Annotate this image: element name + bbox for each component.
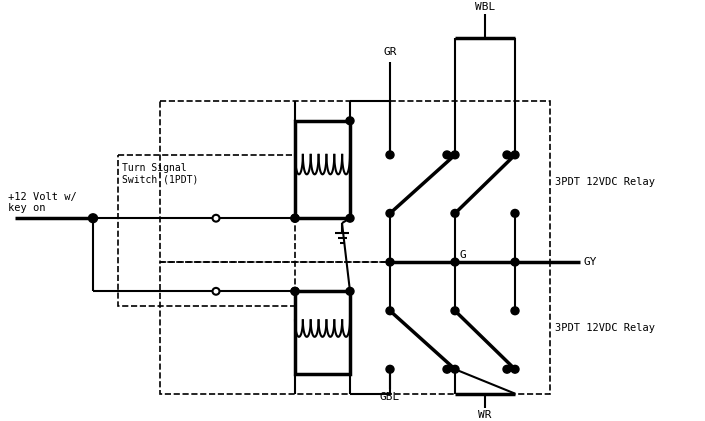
Circle shape xyxy=(386,258,394,266)
Text: GY: GY xyxy=(583,257,596,267)
Circle shape xyxy=(511,151,519,159)
Circle shape xyxy=(503,365,511,373)
Text: WBL: WBL xyxy=(475,2,495,12)
Circle shape xyxy=(451,365,459,373)
Circle shape xyxy=(291,288,299,295)
Circle shape xyxy=(386,365,394,373)
Circle shape xyxy=(291,214,299,222)
Circle shape xyxy=(386,307,394,314)
Text: GBL: GBL xyxy=(380,392,400,402)
Circle shape xyxy=(386,151,394,159)
Circle shape xyxy=(386,209,394,217)
Text: WR: WR xyxy=(478,410,492,420)
Text: 3PDT 12VDC Relay: 3PDT 12VDC Relay xyxy=(555,323,655,333)
Circle shape xyxy=(511,365,519,373)
Circle shape xyxy=(451,307,459,314)
Circle shape xyxy=(346,288,354,295)
Text: Turn Signal
Switch (1PDT): Turn Signal Switch (1PDT) xyxy=(122,163,198,184)
Circle shape xyxy=(346,117,354,125)
Bar xyxy=(160,101,550,262)
Circle shape xyxy=(212,215,219,221)
Circle shape xyxy=(511,258,519,266)
Circle shape xyxy=(451,151,459,159)
Bar xyxy=(118,155,295,306)
Circle shape xyxy=(511,307,519,314)
Circle shape xyxy=(443,365,451,373)
Circle shape xyxy=(511,209,519,217)
Bar xyxy=(295,121,350,218)
Text: +12 Volt w/
key on: +12 Volt w/ key on xyxy=(8,192,77,213)
Text: GR: GR xyxy=(384,48,397,57)
Text: 3PDT 12VDC Relay: 3PDT 12VDC Relay xyxy=(555,177,655,187)
Text: G: G xyxy=(460,250,467,260)
Circle shape xyxy=(346,214,354,222)
Circle shape xyxy=(89,214,97,223)
Circle shape xyxy=(291,288,299,295)
Circle shape xyxy=(451,209,459,217)
Circle shape xyxy=(291,214,299,222)
Circle shape xyxy=(443,151,451,159)
Circle shape xyxy=(503,151,511,159)
Bar xyxy=(295,291,350,374)
Circle shape xyxy=(451,258,459,266)
Circle shape xyxy=(212,288,219,295)
Bar xyxy=(160,262,550,394)
